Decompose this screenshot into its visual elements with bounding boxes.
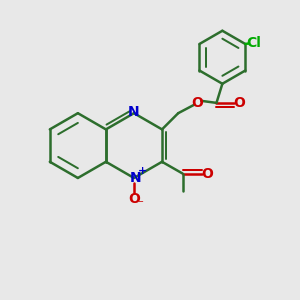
- Text: O: O: [128, 192, 140, 206]
- Text: ⁻: ⁻: [137, 199, 143, 209]
- Text: N: N: [128, 105, 140, 119]
- Text: +: +: [138, 167, 147, 176]
- Text: N: N: [130, 171, 141, 185]
- Text: Cl: Cl: [246, 35, 261, 50]
- Text: O: O: [201, 167, 213, 181]
- Text: O: O: [191, 96, 203, 110]
- Text: O: O: [233, 96, 245, 110]
